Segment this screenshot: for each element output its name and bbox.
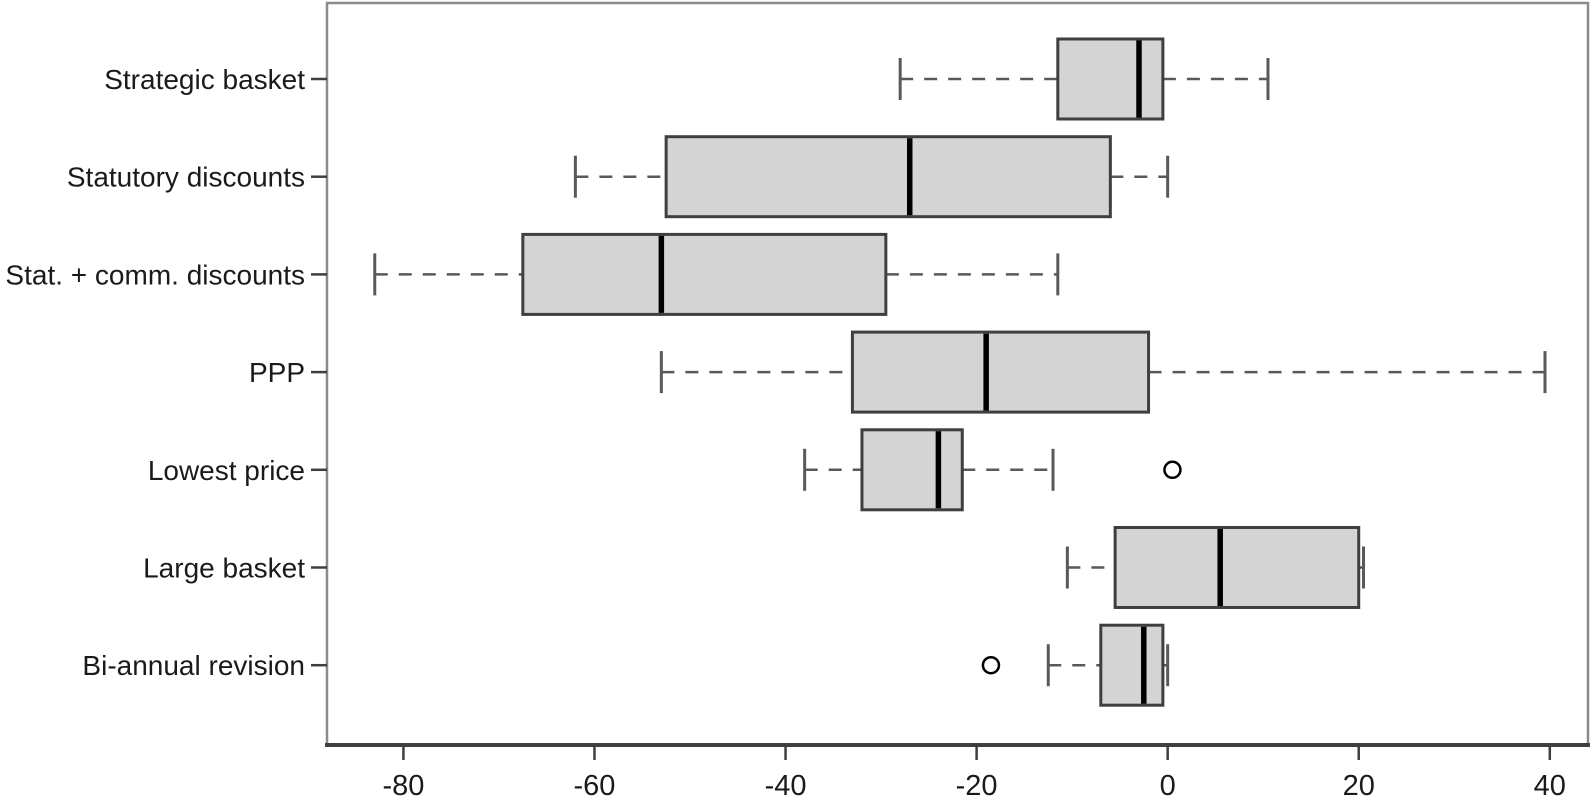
x-tick-label: -40	[765, 770, 807, 802]
x-tick-label: -60	[574, 770, 616, 802]
box-row-stat-comm-discounts: Stat. + comm. discounts	[5, 232, 1060, 316]
x-tick-label: 20	[1343, 770, 1375, 802]
category-label: Strategic basket	[104, 64, 305, 95]
box-row-large-basket: Large basket	[143, 526, 1366, 609]
iqr-box	[850, 330, 1151, 414]
iqr-box	[521, 232, 888, 316]
iqr-box	[1056, 37, 1165, 121]
category-label: Stat. + comm. discounts	[5, 259, 305, 290]
outlier-point	[981, 655, 1001, 675]
category-label: Bi-annual revision	[82, 650, 305, 681]
iqr-box	[664, 135, 1112, 219]
box-row-ppp: PPP	[249, 330, 1547, 414]
outlier-point	[1163, 460, 1182, 480]
box-row-statutory-discounts: Statutory discounts	[67, 135, 1170, 219]
x-tick-label: 0	[1160, 770, 1176, 802]
iqr-box	[1113, 526, 1361, 609]
category-label: Large basket	[143, 553, 305, 584]
category-label: Statutory discounts	[67, 162, 305, 193]
iqr-box	[1099, 623, 1165, 707]
box-row-lowest-price: Lowest price	[148, 428, 1182, 512]
box-row-bi-annual-revision: Bi-annual revision	[82, 623, 1170, 707]
category-label: Lowest price	[148, 455, 305, 486]
box-row-strategic-basket: Strategic basket	[104, 37, 1270, 121]
category-label: PPP	[249, 357, 305, 388]
x-tick-label: 40	[1534, 770, 1566, 802]
x-tick-label: -80	[382, 770, 424, 802]
iqr-box	[860, 428, 964, 512]
x-tick-label: -20	[956, 770, 998, 802]
